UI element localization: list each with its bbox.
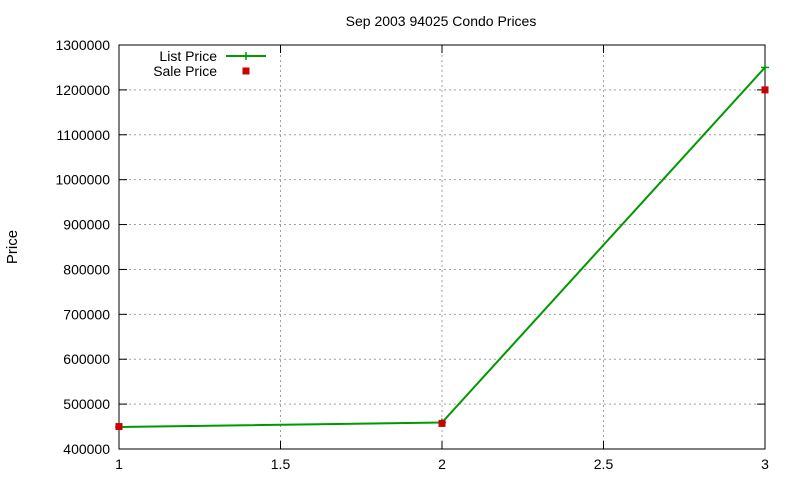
y-tick-label: 1200000 bbox=[55, 82, 110, 98]
x-tick-label: 3 bbox=[761, 456, 769, 472]
y-tick-label: 1000000 bbox=[55, 172, 110, 188]
y-tick-label: 1100000 bbox=[57, 127, 111, 143]
legend-square-marker bbox=[242, 67, 250, 75]
y-tick-label: 1300000 bbox=[55, 37, 110, 53]
axis-ticks: 400000 500000 600000 700000 800000 900000 1000… bbox=[55, 37, 769, 472]
list-price-point bbox=[761, 63, 769, 72]
y-tick-label: 900000 bbox=[63, 217, 110, 233]
sale-price-point bbox=[115, 423, 123, 431]
y-axis-label: Price bbox=[4, 230, 21, 264]
y-tick-label: 600000 bbox=[63, 351, 110, 367]
y-tick-label: 800000 bbox=[63, 261, 110, 277]
x-tick-label: 1 bbox=[115, 456, 123, 472]
legend-plus-marker bbox=[242, 52, 250, 60]
y-tick-label: 400000 bbox=[63, 441, 110, 457]
series bbox=[115, 63, 769, 432]
chart-title: Sep 2003 94025 Condo Prices bbox=[346, 13, 537, 29]
x-tick-label: 1.5 bbox=[271, 456, 291, 472]
x-tick-label: 2 bbox=[438, 456, 446, 472]
y-tick-label: 700000 bbox=[63, 306, 110, 322]
sale-price-point bbox=[761, 86, 769, 94]
y-tick-label: 500000 bbox=[63, 396, 110, 412]
sale-price-point bbox=[438, 419, 446, 427]
legend-label: Sale Price bbox=[153, 63, 217, 79]
x-tick-label: 2.5 bbox=[594, 456, 614, 472]
grid bbox=[119, 45, 765, 449]
legend-label: List Price bbox=[159, 48, 217, 64]
